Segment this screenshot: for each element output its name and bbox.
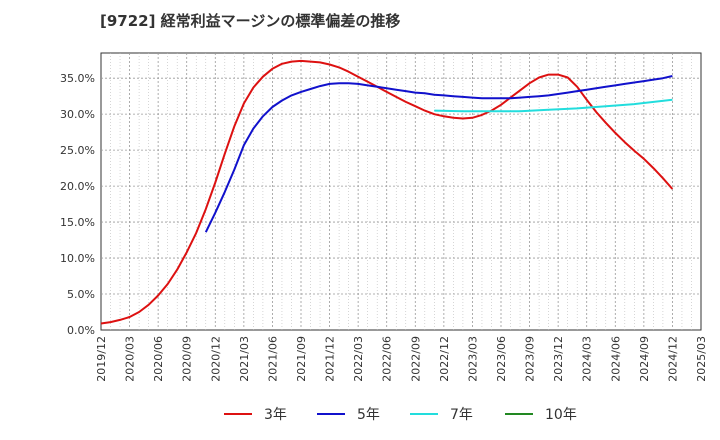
- chart-title: [9722] 経常利益マージンの標準偏差の推移: [100, 12, 401, 30]
- x-tick-label: 2022/09: [409, 336, 422, 382]
- axes: 2019/12 2020/03 2020/06 2020/09 2020/12 2021/…: [60, 72, 708, 382]
- legend-label: 5年: [357, 407, 380, 423]
- series-lines: [100, 59, 674, 325]
- y-tick-label: 0.0%: [67, 324, 95, 337]
- x-tick-label: 2020/12: [209, 336, 222, 382]
- legend-label: 10年: [545, 407, 577, 423]
- series-line-0: [100, 59, 674, 325]
- y-tick-label: 20.0%: [60, 180, 95, 193]
- x-tick-label: 2024/03: [581, 336, 594, 382]
- x-tick-label: 2021/12: [324, 336, 337, 382]
- x-tick-label: 2023/03: [466, 336, 479, 382]
- grid: [100, 52, 702, 331]
- legend-label: 3年: [264, 407, 287, 423]
- plot-area: [100, 52, 702, 331]
- y-tick-label: 5.0%: [67, 288, 95, 301]
- x-tick-label: 2021/06: [266, 336, 279, 382]
- x-tick-label: 2022/06: [381, 336, 394, 382]
- x-tick-label: 2019/12: [95, 336, 108, 382]
- x-tick-label: 2023/12: [552, 336, 565, 382]
- y-tick-label: 35.0%: [60, 72, 95, 85]
- x-tick-label: 2020/03: [124, 336, 137, 382]
- x-tick-label: 2021/09: [295, 336, 308, 382]
- x-tick-label: 2021/03: [238, 336, 251, 382]
- x-tick-label: 2024/09: [638, 336, 651, 382]
- y-tick-label: 10.0%: [60, 252, 95, 265]
- x-tick-label: 2020/06: [152, 336, 165, 382]
- x-tick-label: 2023/06: [495, 336, 508, 382]
- x-tick-label: 2025/03: [695, 336, 708, 382]
- y-tick-label: 25.0%: [60, 144, 95, 157]
- series-line-1: [204, 75, 673, 233]
- x-tick-label: 2020/09: [181, 336, 194, 382]
- x-tick-label: 2024/06: [609, 336, 622, 382]
- series-line-2: [434, 98, 673, 113]
- x-tick-label: 2022/12: [438, 336, 451, 382]
- x-tick-label: 2023/09: [524, 336, 537, 382]
- y-tick-label: 15.0%: [60, 216, 95, 229]
- x-tick-label: 2024/12: [666, 336, 679, 382]
- legend: 3年 5年 7年 10年: [224, 407, 577, 423]
- x-tick-label: 2022/03: [352, 336, 365, 382]
- y-tick-label: 30.0%: [60, 108, 95, 121]
- legend-label: 7年: [450, 407, 473, 423]
